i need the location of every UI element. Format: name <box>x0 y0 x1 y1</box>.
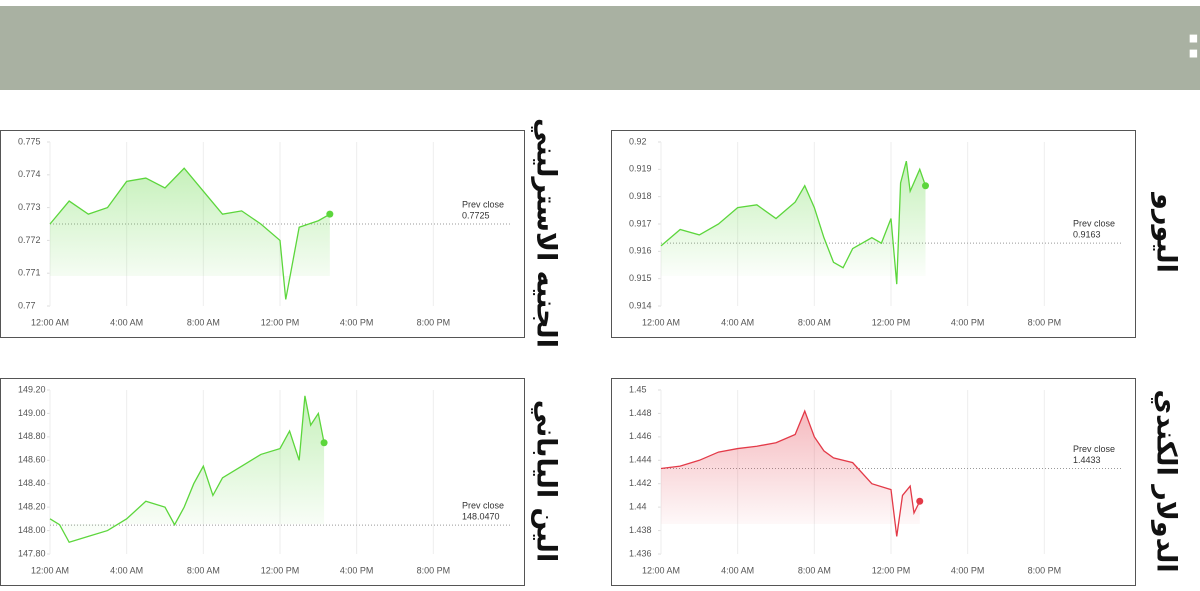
y-tick-label: 1.444 <box>629 455 652 465</box>
line <box>660 160 927 285</box>
x-tick-label: 8:00 PM <box>417 565 451 575</box>
y-tick-label: 148.80 <box>18 431 46 441</box>
x-tick-label: 12:00 PM <box>872 565 911 575</box>
y-tick-label: 0.916 <box>629 246 652 256</box>
x-tick-label: 4:00 PM <box>951 565 985 575</box>
line <box>660 409 921 537</box>
x-tick-label: 8:00 AM <box>798 317 831 327</box>
area <box>50 395 325 543</box>
y-tick-label: 0.92 <box>629 136 647 146</box>
y-tick-label: 0.774 <box>18 169 41 179</box>
y-tick-label: 148.40 <box>18 478 46 488</box>
x-tick-label: 4:00 PM <box>340 565 374 575</box>
y-tick-label: 0.918 <box>629 191 652 201</box>
y-tick-label: 1.446 <box>629 431 652 441</box>
y-tick-label: 1.438 <box>629 525 652 535</box>
x-tick-label: 12:00 AM <box>642 565 680 575</box>
prev-close-value: 0.7725 <box>462 210 490 220</box>
x-tick-label: 8:00 PM <box>1028 565 1062 575</box>
prev-close-value: 0.9163 <box>1073 230 1101 240</box>
y-tick-label: 148.20 <box>18 502 46 512</box>
chart-title: الدولار الكندي <box>1151 389 1182 572</box>
y-tick-label: 0.914 <box>629 300 652 310</box>
chart-title: الين الياباني <box>531 400 562 562</box>
x-tick-label: 12:00 AM <box>642 317 680 327</box>
last-point <box>922 182 929 190</box>
y-tick-label: 1.448 <box>629 408 652 418</box>
x-tick-label: 12:00 PM <box>261 317 300 327</box>
line <box>49 395 325 544</box>
header-title: تحركات الدولار أمام العملات الرئيسة: <box>1185 16 1200 69</box>
chart-title: الجنيه الاسترليني <box>531 118 562 348</box>
y-tick-label: 149.20 <box>18 384 46 394</box>
x-tick-label: 8:00 PM <box>1028 317 1062 327</box>
x-tick-label: 8:00 AM <box>798 565 831 575</box>
y-tick-label: 1.45 <box>629 384 647 394</box>
prev-close-value: 1.4433 <box>1073 455 1101 465</box>
x-tick-label: 8:00 PM <box>417 317 451 327</box>
y-tick-label: 0.77 <box>18 300 36 310</box>
x-tick-label: 4:00 AM <box>721 317 754 327</box>
y-tick-label: 0.772 <box>18 235 41 245</box>
chart-title: اليورو <box>1151 191 1182 273</box>
y-tick-label: 0.917 <box>629 218 652 228</box>
x-tick-label: 4:00 AM <box>110 317 143 327</box>
y-tick-label: 0.773 <box>18 202 41 212</box>
line <box>49 167 331 300</box>
prev-close-text: Prev close <box>1073 219 1115 229</box>
last-point <box>320 439 328 447</box>
y-tick-label: 0.915 <box>629 273 652 283</box>
last-point <box>916 497 924 505</box>
y-tick-label: 0.771 <box>18 268 41 278</box>
x-tick-label: 12:00 PM <box>872 317 911 327</box>
header-band <box>0 6 1200 90</box>
area <box>661 411 920 537</box>
y-tick-label: 149.00 <box>18 408 46 418</box>
x-tick-label: 4:00 AM <box>110 565 143 575</box>
x-tick-label: 4:00 PM <box>951 317 985 327</box>
chart-frame <box>611 130 1136 338</box>
prev-close-text: Prev close <box>462 199 504 209</box>
y-tick-label: 0.919 <box>629 164 652 174</box>
x-tick-label: 8:00 AM <box>187 317 220 327</box>
prev-close-text: Prev close <box>462 500 504 510</box>
y-tick-label: 0.775 <box>18 136 41 146</box>
x-tick-label: 4:00 AM <box>721 565 754 575</box>
x-tick-label: 4:00 PM <box>340 317 374 327</box>
x-tick-label: 12:00 PM <box>261 565 300 575</box>
y-tick-label: 1.442 <box>629 478 652 488</box>
area <box>661 161 926 285</box>
prev-close-value: 148.0470 <box>462 511 500 521</box>
x-tick-label: 12:00 AM <box>31 317 69 327</box>
x-tick-label: 12:00 AM <box>31 565 69 575</box>
prev-close-text: Prev close <box>1073 444 1115 454</box>
y-tick-label: 1.44 <box>629 502 647 512</box>
y-tick-label: 147.80 <box>18 548 46 558</box>
y-tick-label: 148.60 <box>18 455 46 465</box>
y-tick-label: 1.436 <box>629 548 652 558</box>
x-tick-label: 8:00 AM <box>187 565 220 575</box>
area <box>50 168 330 300</box>
y-tick-label: 148.00 <box>18 525 46 535</box>
last-point <box>326 210 334 218</box>
